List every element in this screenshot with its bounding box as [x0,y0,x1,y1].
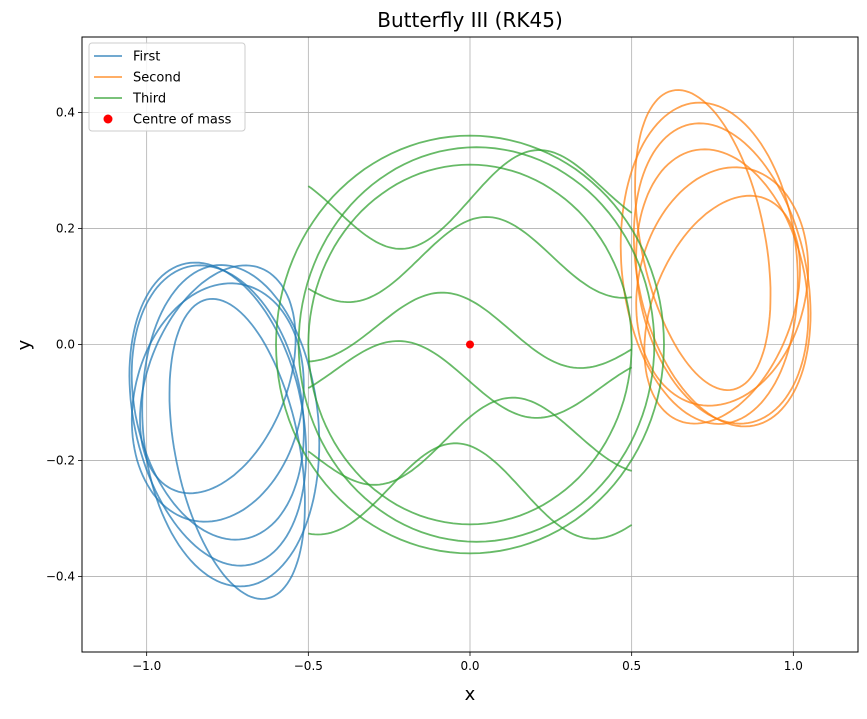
orbit-loop [128,261,308,567]
legend-label: Centre of mass [133,113,232,128]
x-tick-label: 0.0 [460,659,479,673]
x-tick-label: 1.0 [784,659,803,673]
series-second [619,89,812,428]
y-axis-label: y [14,339,35,350]
x-tick-label: −0.5 [294,659,323,673]
orbit-curve [308,442,633,540]
orbit-curve [307,216,632,303]
legend-marker [103,114,113,124]
series-third [275,134,665,555]
orbit-loop [643,194,801,425]
orbit-loop [139,264,297,495]
series-first [128,261,321,600]
orbit-loop [130,282,305,523]
orbit-loop [297,146,656,543]
legend: First Second Third Centre of mass [88,42,246,132]
legend-box [88,42,246,132]
orbit-loop [635,166,810,407]
legend-label: Second [133,71,181,86]
ticks: −1.0 −0.5 0.0 0.5 1.0 −0.4 −0.2 0.0 0.2 0.4 [46,105,803,673]
orbit-curve [307,396,632,486]
y-tick-label: 0.2 [56,221,75,235]
orbit-loop [130,264,305,541]
y-tick-label: 0.0 [56,338,75,352]
y-tick-label: −0.4 [46,570,75,584]
orbit-curve [308,291,633,369]
y-tick-label: 0.4 [56,105,75,119]
orbit-loop [275,134,665,555]
x-tick-label: −1.0 [132,659,161,673]
grid [82,37,858,652]
chart-title: Butterfly III (RK45) [377,8,563,32]
plot-area [128,89,812,600]
orbit-loop [634,89,772,392]
orbit-curve [307,149,633,250]
orbit-loop [168,297,306,600]
centre-of-mass-point [466,340,474,349]
orbit-loop [307,163,633,526]
orbit-curve [307,340,633,419]
legend-label: Third [132,92,166,107]
y-tick-label: −0.2 [46,454,75,468]
orbit-loop [635,148,810,425]
legend-label: First [133,50,160,65]
x-axis-label: x [465,684,476,705]
x-tick-label: 0.5 [622,659,641,673]
